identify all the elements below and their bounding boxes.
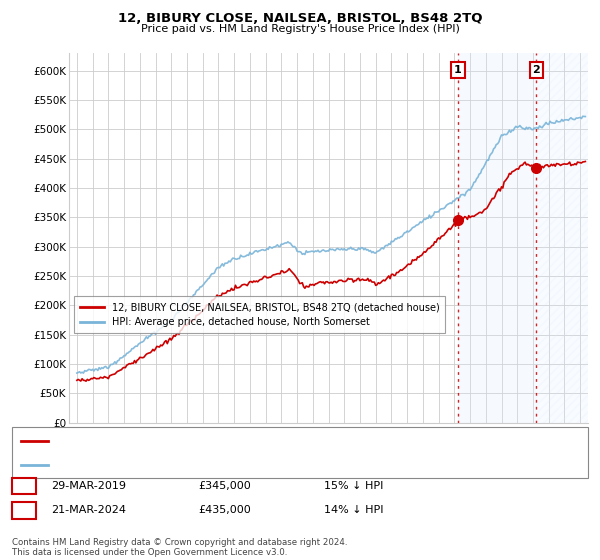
Text: 2: 2 — [20, 503, 28, 517]
Text: 2: 2 — [533, 65, 540, 75]
Text: HPI: Average price, detached house, North Somerset: HPI: Average price, detached house, Nort… — [51, 460, 326, 470]
Text: 1: 1 — [454, 65, 462, 75]
Text: 29-MAR-2019: 29-MAR-2019 — [51, 481, 126, 491]
Text: 1: 1 — [20, 479, 28, 493]
Bar — [458, 53, 536, 423]
Text: £435,000: £435,000 — [198, 505, 251, 515]
Text: Contains HM Land Registry data © Crown copyright and database right 2024.
This d: Contains HM Land Registry data © Crown c… — [12, 538, 347, 557]
Text: 21-MAR-2024: 21-MAR-2024 — [51, 505, 126, 515]
Text: Price paid vs. HM Land Registry's House Price Index (HPI): Price paid vs. HM Land Registry's House … — [140, 24, 460, 34]
Text: 15% ↓ HPI: 15% ↓ HPI — [324, 481, 383, 491]
Legend: 12, BIBURY CLOSE, NAILSEA, BRISTOL, BS48 2TQ (detached house), HPI: Average pric: 12, BIBURY CLOSE, NAILSEA, BRISTOL, BS48… — [74, 296, 445, 333]
Text: 14% ↓ HPI: 14% ↓ HPI — [324, 505, 383, 515]
Text: £345,000: £345,000 — [198, 481, 251, 491]
Bar — [536, 53, 596, 423]
Bar — [536, 53, 596, 423]
Text: 12, BIBURY CLOSE, NAILSEA, BRISTOL, BS48 2TQ: 12, BIBURY CLOSE, NAILSEA, BRISTOL, BS48… — [118, 12, 482, 25]
Text: 12, BIBURY CLOSE, NAILSEA, BRISTOL, BS48 2TQ (detached house): 12, BIBURY CLOSE, NAILSEA, BRISTOL, BS48… — [51, 436, 400, 446]
